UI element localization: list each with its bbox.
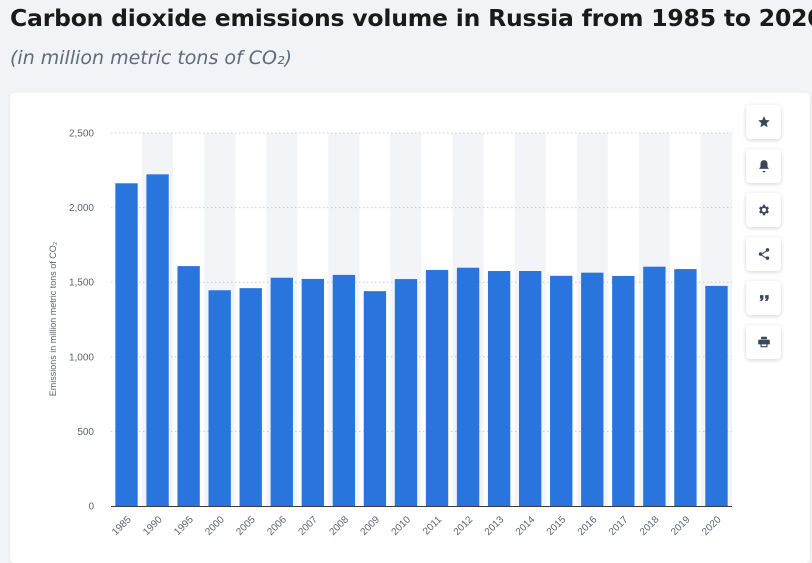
bell-icon: [758, 160, 769, 173]
bar-2010[interactable]: [394, 279, 418, 506]
y-axis-title: Emissions in million metric tons of CO₂: [48, 241, 58, 396]
quote-icon: [758, 295, 769, 301]
page-title: Carbon dioxide emissions volume in Russi…: [10, 4, 812, 32]
print-button[interactable]: [746, 325, 781, 359]
x-tick-label: 2008: [327, 514, 351, 538]
bar-2017[interactable]: [612, 275, 635, 506]
bar-2020[interactable]: [705, 285, 728, 506]
x-tick-label: 2007: [296, 514, 320, 538]
y-tick-label: 500: [77, 427, 94, 438]
x-tick-label: 1990: [141, 514, 165, 538]
y-tick-label: 2,000: [69, 203, 94, 214]
x-tick-label: 2014: [514, 514, 538, 538]
settings-button[interactable]: [746, 193, 781, 227]
favorite-button[interactable]: [746, 105, 781, 139]
bar-2007[interactable]: [301, 278, 325, 506]
x-tick-label: 1985: [110, 514, 134, 538]
bars: [115, 174, 728, 506]
y-tick-label: 0: [88, 502, 94, 513]
x-tick-label: 2015: [545, 514, 569, 538]
x-tick-label: 2010: [390, 514, 414, 538]
x-tick-label: 2009: [359, 514, 383, 538]
bar-2018[interactable]: [643, 266, 666, 506]
x-tick-label: 2012: [452, 514, 476, 538]
page-subtitle: (in million metric tons of CO₂): [10, 47, 292, 69]
x-tick-label: 2000: [203, 514, 227, 538]
bar-2011[interactable]: [425, 269, 449, 506]
y-axis-ticks: 0 500 1,000 1,500 2,000 2,500: [69, 129, 94, 513]
bar-2016[interactable]: [581, 272, 604, 506]
bar-1990[interactable]: [146, 174, 169, 506]
bar-2006[interactable]: [270, 277, 293, 506]
x-axis-ticks: 1985 1990 1995 2000 2005 2006 2007 2008 2009 2010…: [110, 514, 724, 538]
share-icon: [758, 248, 769, 260]
bar-2019[interactable]: [674, 269, 697, 506]
x-tick-label: 2011: [421, 514, 444, 537]
bar-2013[interactable]: [487, 271, 511, 506]
x-tick-label: 2016: [576, 514, 600, 538]
print-icon: [757, 336, 770, 348]
bar-2012[interactable]: [456, 267, 480, 506]
star-icon: [757, 116, 770, 128]
bar-2005[interactable]: [239, 288, 262, 506]
notification-button[interactable]: [746, 149, 781, 183]
y-tick-label: 1,000: [69, 352, 94, 363]
x-tick-label: 2019: [669, 514, 693, 538]
x-tick-label: 2013: [483, 514, 507, 538]
bar-2014[interactable]: [518, 271, 542, 506]
x-tick-label: 2017: [607, 514, 631, 538]
cite-button[interactable]: [746, 281, 781, 315]
x-tick-label: 2006: [265, 514, 289, 538]
gear-icon: [758, 204, 769, 216]
chart-toolbar: [746, 105, 781, 359]
bar-chart: 0 500 1,000 1,500 2,000 2,500 1985 1990 1995 200…: [48, 129, 732, 538]
chart-card: 0 500 1,000 1,500 2,000 2,500 1985 1990 1995 200…: [10, 93, 810, 563]
bar-1985[interactable]: [115, 183, 138, 506]
x-tick-label: 2005: [234, 514, 258, 538]
x-tick-label: 2018: [638, 514, 662, 538]
x-tick-label: 1995: [172, 514, 196, 538]
bar-2000[interactable]: [208, 290, 231, 506]
x-tick-label: 2020: [700, 514, 724, 538]
bar-2009[interactable]: [363, 291, 387, 506]
bar-2015[interactable]: [550, 275, 573, 506]
y-tick-label: 2,500: [69, 129, 94, 140]
y-tick-label: 1,500: [69, 278, 94, 289]
share-button[interactable]: [746, 237, 781, 271]
bar-1995[interactable]: [177, 266, 200, 506]
bar-2008[interactable]: [332, 274, 356, 506]
